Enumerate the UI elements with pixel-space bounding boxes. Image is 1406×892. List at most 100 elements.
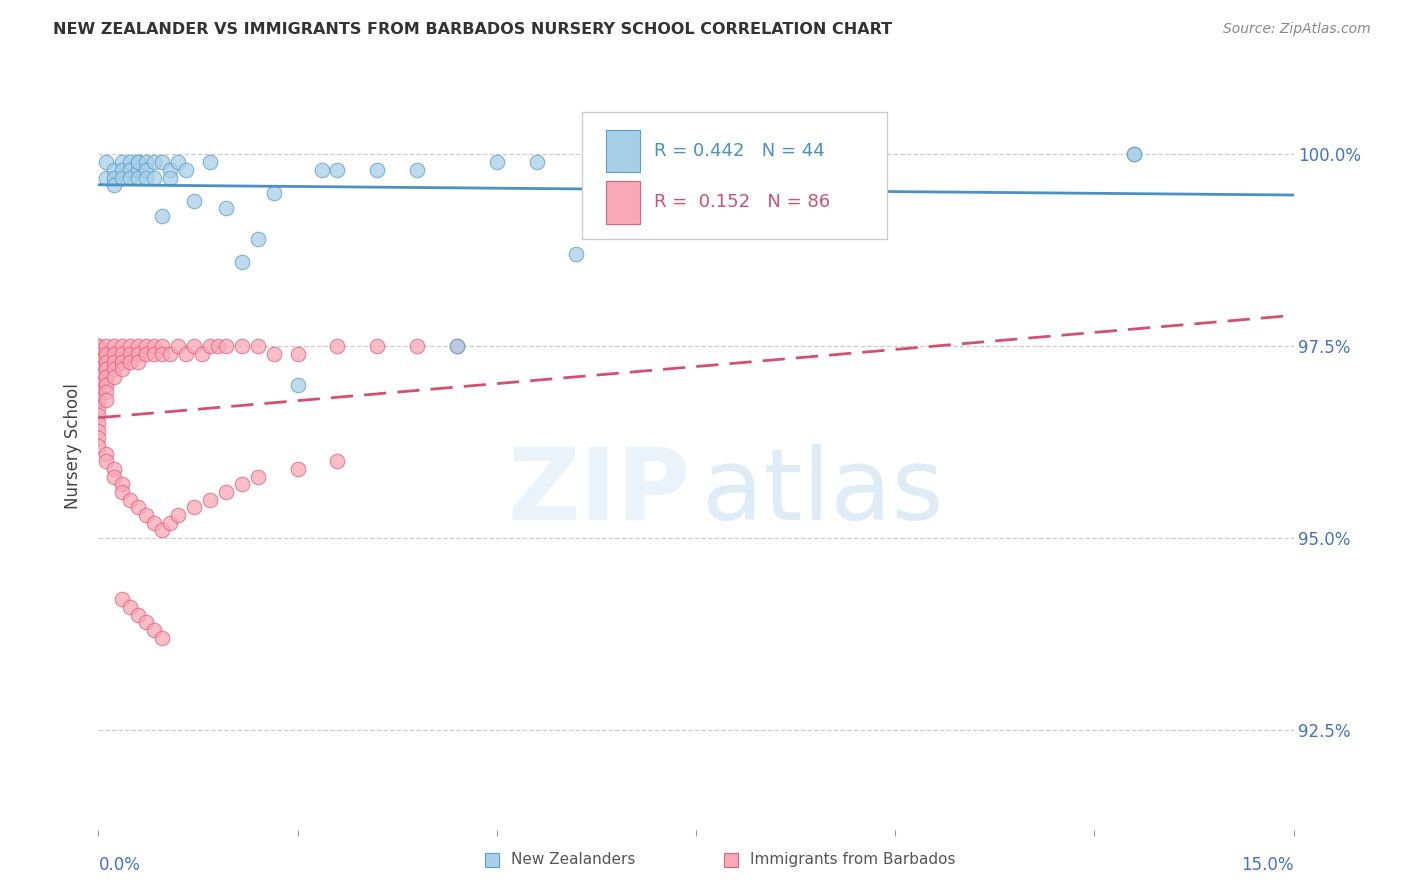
Point [87, 339, 110, 353]
Point [111, 362, 134, 376]
Point [287, 347, 309, 361]
Point [135, 347, 157, 361]
Point [207, 339, 229, 353]
Point [150, 155, 173, 169]
Text: R =  0.152   N = 86: R = 0.152 N = 86 [654, 194, 831, 211]
Point [127, 607, 149, 622]
Point [167, 339, 190, 353]
Point [231, 339, 253, 353]
Point [143, 347, 166, 361]
Point [183, 194, 205, 208]
Point [366, 162, 388, 177]
Text: ZIP: ZIP [508, 443, 690, 541]
Point [111, 339, 134, 353]
Point [103, 339, 125, 353]
Point [565, 247, 588, 261]
Point [198, 339, 221, 353]
Point [174, 162, 197, 177]
Point [87, 385, 110, 400]
Point [120, 600, 142, 615]
Point [103, 347, 125, 361]
Point [96, 155, 118, 169]
Point [406, 339, 429, 353]
Point [87, 347, 110, 361]
Point [87, 377, 110, 392]
Point [96, 447, 118, 461]
Point [526, 155, 548, 169]
Point [120, 155, 142, 169]
Bar [606, 130, 640, 172]
Text: 0.0%: 0.0% [98, 856, 141, 874]
Point [87, 370, 110, 384]
Point [183, 500, 205, 515]
Point [135, 170, 157, 185]
Point [150, 524, 173, 538]
Point [183, 339, 205, 353]
Point [96, 354, 118, 368]
Point [127, 347, 149, 361]
Point [1123, 147, 1146, 161]
Point [231, 255, 253, 269]
Point [96, 392, 118, 407]
Point [167, 155, 190, 169]
Point [287, 377, 309, 392]
Point [87, 409, 110, 423]
Point [605, 155, 627, 169]
Point [326, 162, 349, 177]
Point [87, 401, 110, 415]
Point [135, 508, 157, 522]
Point [143, 170, 166, 185]
Point [246, 339, 269, 353]
Point [103, 170, 125, 185]
Point [198, 155, 221, 169]
Point [111, 162, 134, 177]
Point [150, 339, 173, 353]
Text: atlas: atlas [702, 443, 943, 541]
Point [96, 377, 118, 392]
Point [263, 186, 285, 200]
Point [96, 385, 118, 400]
Point [96, 370, 118, 384]
Text: R = 0.442   N = 44: R = 0.442 N = 44 [654, 142, 825, 160]
Point [111, 592, 134, 607]
Point [215, 339, 238, 353]
Point [96, 454, 118, 468]
Point [446, 339, 468, 353]
Point [485, 155, 508, 169]
Point [96, 347, 118, 361]
Point [87, 439, 110, 453]
Point [446, 339, 468, 353]
FancyBboxPatch shape [582, 112, 887, 239]
Point [127, 170, 149, 185]
Point [150, 347, 173, 361]
Point [198, 492, 221, 507]
Point [111, 485, 134, 500]
Point [287, 462, 309, 476]
Point [120, 162, 142, 177]
Point [111, 354, 134, 368]
Point [127, 155, 149, 169]
Point [127, 339, 149, 353]
Point [96, 362, 118, 376]
Point [150, 631, 173, 645]
Point [143, 516, 166, 530]
Text: Immigrants from Barbados: Immigrants from Barbados [749, 853, 955, 867]
Text: NEW ZEALANDER VS IMMIGRANTS FROM BARBADOS NURSERY SCHOOL CORRELATION CHART: NEW ZEALANDER VS IMMIGRANTS FROM BARBADO… [53, 22, 893, 37]
Point [167, 508, 190, 522]
Point [111, 477, 134, 491]
Point [120, 170, 142, 185]
Point [87, 362, 110, 376]
Point [150, 209, 173, 223]
Point [127, 162, 149, 177]
Point [159, 347, 181, 361]
Point [246, 232, 269, 246]
Point [103, 354, 125, 368]
Point [215, 201, 238, 215]
Point [215, 485, 238, 500]
Point [120, 347, 142, 361]
Point [366, 339, 388, 353]
Point [159, 516, 181, 530]
Point [87, 339, 110, 353]
Point [135, 162, 157, 177]
Point [103, 162, 125, 177]
